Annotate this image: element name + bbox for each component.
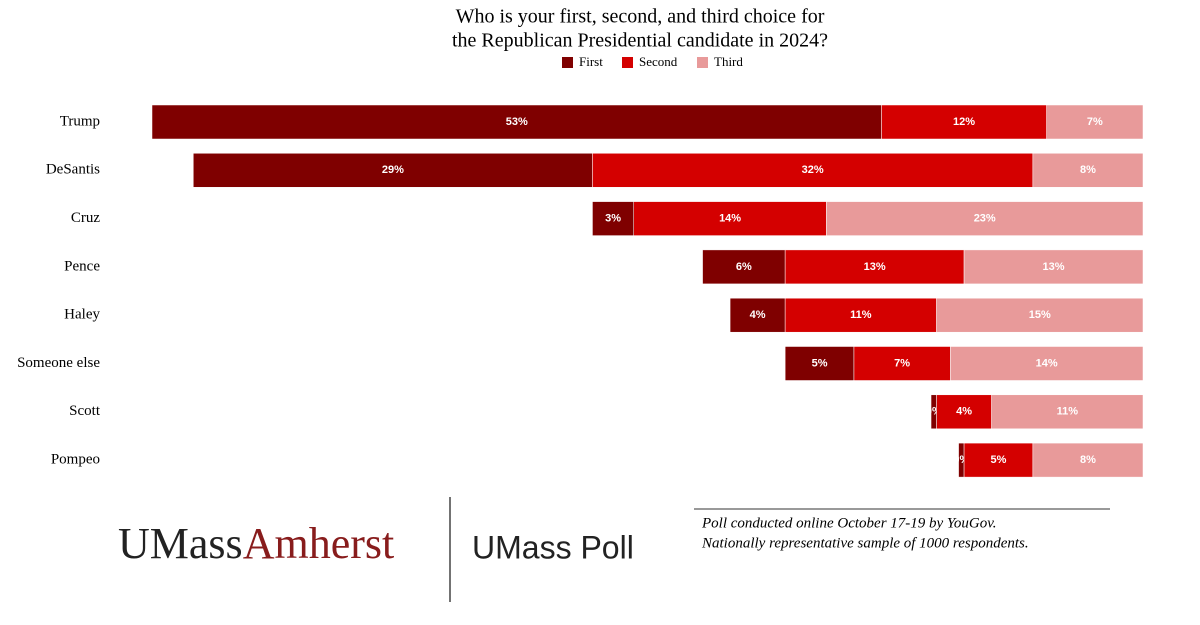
- y-tick-label: Someone else: [17, 355, 100, 371]
- data-label: 53%: [506, 116, 528, 128]
- logo-part: Amherst: [243, 519, 395, 568]
- bar-segment: [193, 153, 593, 188]
- y-tick-label: Haley: [64, 307, 100, 323]
- legend-swatch: [697, 57, 708, 68]
- note: Poll conducted online October 17-19 by Y…: [701, 515, 997, 531]
- logo: UMassAmherst: [118, 519, 394, 568]
- data-label: 6%: [736, 261, 752, 273]
- y-tick-label: Cruz: [71, 210, 101, 226]
- data-label: 14%: [1036, 357, 1058, 369]
- data-label: 12%: [953, 116, 975, 128]
- data-label: 11%: [850, 309, 872, 321]
- data-label: 8%: [1080, 164, 1096, 176]
- bar-segment: [1032, 153, 1144, 188]
- bar-segment: [991, 394, 1144, 430]
- logo-part: UMass: [118, 519, 243, 568]
- data-label: 4%: [750, 309, 766, 321]
- bar-segment: [784, 297, 937, 333]
- bar-segment: [936, 394, 992, 430]
- bar-segment: [592, 201, 634, 236]
- bar-segment: [826, 201, 1144, 236]
- data-label: 14%: [719, 213, 741, 225]
- data-label: 5%: [991, 454, 1007, 466]
- legend-label: Third: [714, 54, 743, 69]
- bar-segment: [963, 249, 1144, 285]
- data-label: 7%: [1087, 116, 1103, 128]
- bar-segment: [881, 104, 1047, 140]
- data-label: 11%: [1057, 406, 1079, 418]
- chart-title: the Republican Presidential candidate in…: [452, 30, 828, 52]
- y-tick-label: Pompeo: [51, 452, 100, 468]
- data-label: 23%: [974, 213, 996, 225]
- bar-segment: [1046, 104, 1144, 140]
- bar-segment: [853, 346, 951, 381]
- data-label: 7%: [894, 357, 910, 369]
- data-label: 4%: [956, 406, 972, 418]
- bar-segment: [784, 346, 855, 381]
- legend-label: Second: [639, 54, 678, 69]
- y-tick-label: Scott: [69, 403, 101, 419]
- bar-segment: [950, 346, 1144, 381]
- data-label: 13%: [1043, 261, 1065, 273]
- logo-poll: UMass Poll: [472, 529, 634, 565]
- bar-segment: [729, 297, 786, 333]
- data-label: 3%: [605, 213, 621, 225]
- legend-swatch: [622, 57, 633, 68]
- data-label: 32%: [802, 164, 824, 176]
- data-label: 29%: [382, 164, 404, 176]
- bar-segment: [633, 201, 827, 236]
- y-tick-label: Trump: [60, 113, 100, 129]
- bar-segment: [151, 104, 882, 140]
- legend-label: First: [579, 54, 603, 69]
- data-label: 13%: [864, 261, 886, 273]
- y-tick-label: Pence: [64, 258, 100, 274]
- bar-segment: [702, 249, 786, 285]
- chart-title: Who is your first, second, and third cho…: [456, 6, 825, 28]
- y-tick-label: DeSantis: [46, 162, 100, 178]
- legend-swatch: [562, 57, 573, 68]
- data-label: 15%: [1029, 309, 1051, 321]
- data-label: 8%: [1080, 454, 1096, 466]
- note: Nationally representative sample of 1000…: [701, 535, 1029, 551]
- bar-segment: [963, 442, 1034, 478]
- bar-segment: [936, 297, 1144, 333]
- bar-segment: [784, 249, 965, 285]
- bar-segment: [1032, 442, 1144, 478]
- data-label: 5%: [812, 357, 828, 369]
